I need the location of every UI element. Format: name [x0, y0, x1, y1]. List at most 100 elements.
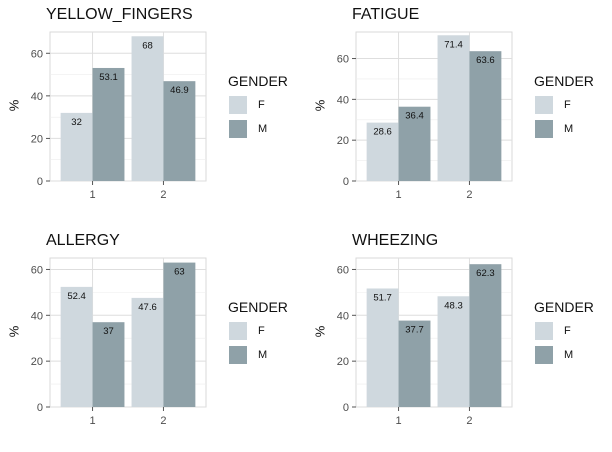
y-tick-label: 60 — [337, 264, 349, 276]
y-tick-label: 60 — [31, 264, 43, 276]
legend-item-m: M — [534, 343, 594, 367]
legend-title: GENDER — [228, 299, 288, 315]
y-tick-label: 20 — [31, 356, 43, 368]
legend-key-m — [534, 119, 554, 139]
y-tick-label: 40 — [31, 91, 43, 103]
y-tick-label: 20 — [31, 133, 43, 145]
data-label: 71.4 — [444, 39, 463, 50]
legend-item-f: F — [228, 93, 288, 117]
data-label: 48.3 — [444, 300, 463, 311]
legend-item-f: F — [534, 319, 594, 343]
chart-title: FATIGUE — [352, 6, 420, 23]
x-tick-label: 2 — [466, 415, 472, 427]
legend-label-m: M — [564, 123, 574, 135]
y-tick-label: 0 — [37, 176, 43, 188]
data-label: 51.7 — [373, 292, 392, 303]
legend-item-f: F — [228, 319, 288, 343]
legend-title: GENDER — [534, 299, 594, 315]
legend-key-m — [228, 345, 248, 365]
data-label: 47.6 — [138, 302, 157, 313]
data-label: 46.9 — [170, 85, 189, 96]
plot-area: 0 20 40 60 51.7 37.7 1 48.3 62.3 2 — [337, 257, 513, 427]
y-tick-label: 60 — [31, 48, 43, 60]
x-tick-label: 2 — [160, 189, 166, 201]
chart-title: WHEEZING — [352, 232, 439, 249]
data-label: 37.7 — [405, 325, 424, 336]
legend-label-m: M — [564, 349, 574, 361]
legend-key-f — [534, 321, 554, 341]
chart-panel-yellow-fingers: 0 20 40 60 32 53.1 1 68 46.9 2 YELLOW_FINGERS % G… — [0, 0, 306, 226]
y-tick-label: 0 — [343, 176, 349, 188]
bar-f-2 — [131, 297, 164, 407]
x-tick-label: 2 — [466, 189, 472, 201]
legend-item-m: M — [534, 117, 594, 141]
data-label: 32 — [71, 117, 82, 128]
legend: GENDER F M — [534, 73, 594, 141]
legend-key-m — [534, 345, 554, 365]
legend-item-f: F — [534, 93, 594, 117]
bar-f-1 — [366, 122, 399, 181]
legend: GENDER F M — [534, 299, 594, 367]
y-axis-label: % — [312, 325, 328, 338]
bar-m-2 — [469, 51, 502, 181]
bar-m-2 — [469, 264, 502, 407]
bar-f-2 — [131, 36, 164, 181]
legend-title: GENDER — [534, 73, 594, 89]
plot-area: 0 20 40 60 28.6 36.4 1 71.4 63.6 2 — [337, 31, 513, 201]
legend-item-m: M — [228, 343, 288, 367]
bar-m-2 — [163, 81, 196, 181]
x-tick-label: 1 — [395, 189, 401, 201]
chart-panel-fatigue: 0 20 40 60 28.6 36.4 1 71.4 63.6 2 FATIGUE % GEND… — [306, 0, 612, 226]
legend-label-f: F — [564, 325, 571, 337]
y-axis-label: % — [6, 99, 22, 112]
chart-title: ALLERGY — [46, 232, 120, 249]
y-tick-label: 20 — [337, 135, 349, 147]
bar-f-1 — [366, 288, 399, 407]
data-label: 53.1 — [99, 72, 118, 83]
bar-f-1 — [60, 286, 93, 407]
y-tick-label: 0 — [37, 402, 43, 414]
bar-f-1 — [60, 112, 93, 181]
data-label: 68 — [142, 40, 153, 51]
data-label: 28.6 — [373, 127, 392, 138]
data-label: 52.4 — [67, 291, 86, 302]
legend: GENDER F M — [228, 299, 288, 367]
bar-f-2 — [437, 296, 470, 407]
legend-label-m: M — [258, 123, 268, 135]
x-tick-label: 2 — [160, 415, 166, 427]
legend-title: GENDER — [228, 73, 288, 89]
legend-key-f — [228, 321, 248, 341]
x-tick-label: 1 — [89, 415, 95, 427]
x-tick-label: 1 — [89, 189, 95, 201]
bar-m-2 — [163, 262, 196, 407]
legend-key-f — [534, 95, 554, 115]
bar-m-1 — [398, 106, 431, 181]
data-label: 36.4 — [405, 111, 424, 122]
y-tick-label: 40 — [337, 310, 349, 322]
legend-label-m: M — [258, 349, 268, 361]
legend-label-f: F — [258, 99, 265, 111]
data-label: 63 — [174, 267, 185, 278]
y-tick-label: 60 — [337, 54, 349, 66]
data-label: 62.3 — [476, 268, 495, 279]
plot-area: 0 20 40 60 32 53.1 1 68 46.9 2 — [31, 31, 207, 201]
bar-m-1 — [398, 320, 431, 407]
legend-label-f: F — [258, 325, 265, 337]
bar-m-1 — [92, 67, 125, 181]
legend-label-f: F — [564, 99, 571, 111]
legend-item-m: M — [228, 117, 288, 141]
legend-key-m — [228, 119, 248, 139]
y-axis-label: % — [312, 99, 328, 112]
legend: GENDER F M — [228, 73, 288, 141]
chart-panel-allergy: 0 20 40 60 52.4 37 1 47.6 63 2 ALLERGY % GENDER F… — [0, 226, 306, 452]
chart-panel-wheezing: 0 20 40 60 51.7 37.7 1 48.3 62.3 2 WHEEZING % GEN… — [306, 226, 612, 452]
data-label: 63.6 — [476, 55, 495, 66]
y-tick-label: 0 — [343, 402, 349, 414]
y-axis-label: % — [6, 325, 22, 338]
bar-f-2 — [437, 35, 470, 182]
legend-key-f — [228, 95, 248, 115]
plot-area: 0 20 40 60 52.4 37 1 47.6 63 2 — [31, 257, 207, 427]
y-tick-label: 20 — [337, 356, 349, 368]
x-tick-label: 1 — [395, 415, 401, 427]
chart-title: YELLOW_FINGERS — [46, 6, 193, 23]
